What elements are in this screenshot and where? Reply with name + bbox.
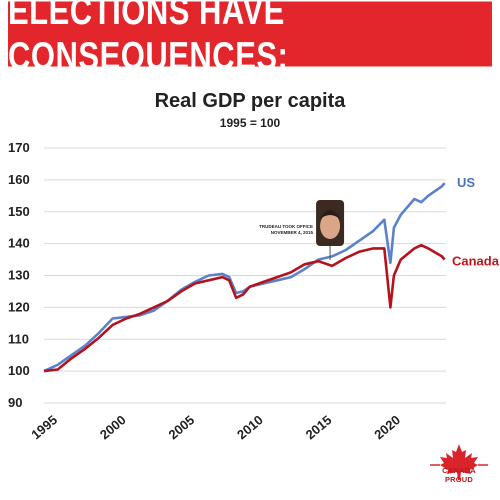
y-tick-label-150: 150 <box>8 204 30 219</box>
chart-subtitle: 1995 = 100 <box>219 116 281 130</box>
y-tick-label-100: 100 <box>8 363 30 378</box>
brand-label: CANADA PROUD <box>442 466 476 484</box>
y-tick-label-130: 130 <box>8 268 30 283</box>
portrait-hair <box>319 210 342 220</box>
y-tick-label-120: 120 <box>8 299 30 314</box>
x-tick-label-2000: 2000 <box>97 412 129 442</box>
x-tick-label-2010: 2010 <box>234 412 266 442</box>
x-tick-label-2005: 2005 <box>165 412 197 442</box>
y-tick-label-140: 140 <box>8 236 30 251</box>
series-line-canada <box>43 243 446 373</box>
maple-leaf-icon <box>430 444 488 480</box>
y-tick-label-170: 170 <box>8 140 30 155</box>
chart-title: Real GDP per capita <box>154 90 346 112</box>
x-tick-label-2015: 2015 <box>303 412 335 442</box>
x-tick-label-1995: 1995 <box>28 412 60 442</box>
y-tick-label-160: 160 <box>8 172 30 187</box>
headline-banner: ELECTIONS HAVE CONSEQUENCES: <box>8 0 492 78</box>
series-label-canada: Canada <box>452 254 500 269</box>
y-tick-label-90: 90 <box>8 395 22 410</box>
x-tick-label-2020: 2020 <box>371 412 403 442</box>
portrait-face <box>320 213 341 239</box>
annotation-line2: NOVEMBER 4, 2015 <box>271 230 314 235</box>
y-tick-label-110: 110 <box>8 331 29 346</box>
series-label-us: US <box>457 175 475 190</box>
annotation-line1: TRUDEAU TOOK OFFICE <box>259 224 313 229</box>
